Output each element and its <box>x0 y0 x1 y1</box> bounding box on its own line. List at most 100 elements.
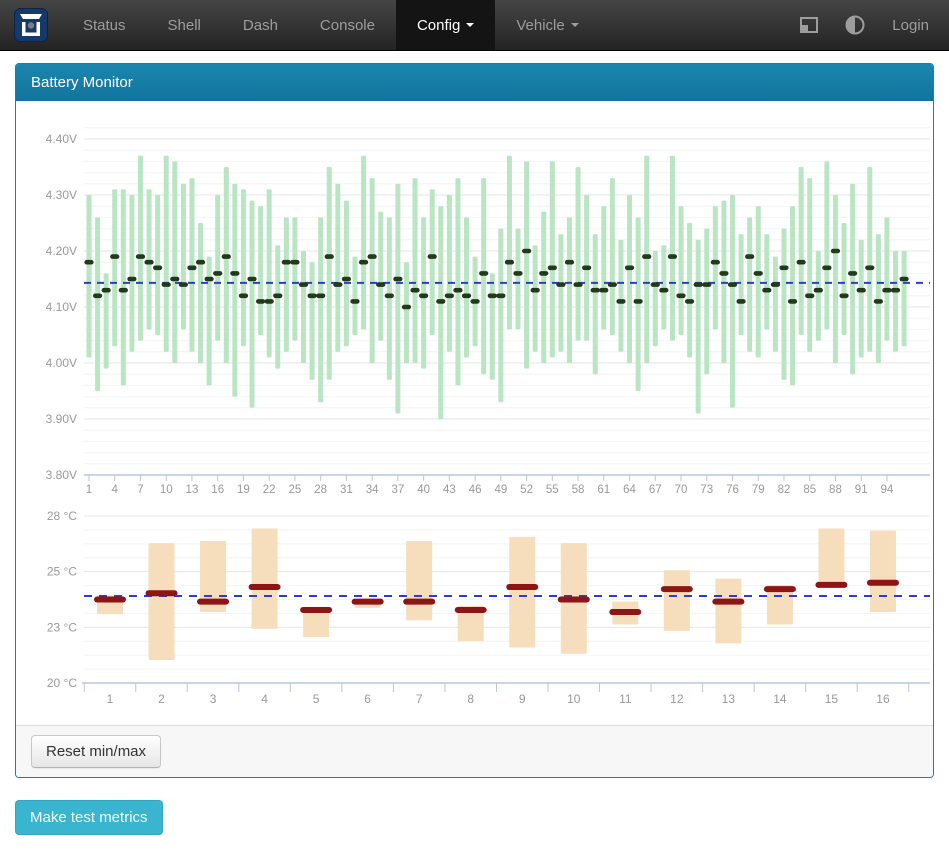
cell-voltage-range-bar <box>859 240 864 358</box>
cell-voltage-marker <box>213 271 222 276</box>
cell-voltage-marker <box>419 294 428 299</box>
window-resize-icon[interactable] <box>798 14 820 36</box>
temp-xtick-label: 16 <box>876 692 890 706</box>
cell-voltage-marker <box>410 288 419 293</box>
cell-voltage-marker <box>556 282 565 287</box>
temp-xtick-label: 4 <box>261 692 268 706</box>
cell-voltage-range-bar <box>455 178 460 385</box>
cell-voltage-marker <box>385 294 394 299</box>
temp-range-bar <box>252 529 278 629</box>
nav-item-status[interactable]: Status <box>62 0 147 50</box>
cell-voltage-marker <box>599 288 608 293</box>
cell-voltage-marker <box>445 294 454 299</box>
nav-item-label: Vehicle <box>516 17 564 34</box>
nav-item-vehicle[interactable]: Vehicle <box>495 0 599 50</box>
cell-voltage-range-bar <box>138 156 143 341</box>
temp-xtick-label: 1 <box>107 692 114 706</box>
cell-voltage-marker <box>711 260 720 265</box>
cell-voltage-range-bar <box>567 217 572 363</box>
cell-voltage-marker <box>376 282 385 287</box>
cell-voltage-range-bar <box>876 234 881 363</box>
temp-xtick-label: 7 <box>416 692 423 706</box>
nav-item-config[interactable]: Config <box>396 0 495 50</box>
cell-voltage-range-bar <box>807 178 812 352</box>
cell-voltage-range-bar <box>756 206 761 357</box>
cell-voltage-marker <box>788 299 797 304</box>
cell-voltage-range-bar <box>232 184 237 397</box>
nav-item-login[interactable]: Login <box>878 17 949 34</box>
cell-voltage-range-bar <box>618 240 623 352</box>
cell-voltage-range-bar <box>224 167 229 363</box>
cell-voltage-range-bar <box>541 212 546 363</box>
cell-voltage-marker <box>728 282 737 287</box>
cell-voltage-marker <box>779 266 788 271</box>
temp-ytick-label: 23 °C <box>47 620 77 634</box>
cell-voltage-range-bar <box>335 184 340 352</box>
cell-voltage-marker <box>222 254 231 259</box>
nav-item-console[interactable]: Console <box>299 0 396 50</box>
cell-voltage-marker <box>874 299 883 304</box>
cell-voltage-marker <box>771 282 780 287</box>
temp-xtick-label: 13 <box>722 692 736 706</box>
temperature-chart: 28 °C25 °C23 °C20 °C12345678910111213141… <box>16 503 933 725</box>
voltage-chart: 4.40V4.30V4.20V4.10V4.00V3.90V3.80V14710… <box>16 111 933 503</box>
battery-monitor-panel: Battery Monitor 4.40V4.30V4.20V4.10V4.00… <box>15 63 934 778</box>
cell-voltage-range-bar <box>284 217 289 351</box>
cell-voltage-marker <box>634 299 643 304</box>
cell-voltage-marker <box>179 282 188 287</box>
cell-voltage-range-bar <box>258 206 263 335</box>
temp-current-marker <box>197 599 229 605</box>
cell-voltage-marker <box>453 288 462 293</box>
cell-voltage-range-bar <box>378 212 383 341</box>
voltage-xtick-label: 88 <box>829 484 842 496</box>
cell-voltage-marker <box>496 294 505 299</box>
voltage-xtick-label: 67 <box>649 484 662 496</box>
cell-voltage-marker <box>694 282 703 287</box>
cell-voltage-range-bar <box>713 206 718 329</box>
reset-minmax-button[interactable]: Reset min/max <box>31 735 161 768</box>
temp-xtick-label: 9 <box>519 692 526 706</box>
cell-voltage-marker <box>153 266 162 271</box>
temp-ytick-label: 28 °C <box>47 509 77 523</box>
panel-title: Battery Monitor <box>16 64 933 101</box>
temp-current-marker <box>867 580 899 586</box>
voltage-ytick-label: 3.90V <box>46 412 77 426</box>
nav-item-dash[interactable]: Dash <box>222 0 299 50</box>
cell-voltage-marker <box>882 288 891 293</box>
cell-voltage-marker <box>256 299 265 304</box>
nav-item-label: Console <box>320 17 375 34</box>
cell-voltage-range-bar <box>636 217 641 391</box>
make-test-metrics-button[interactable]: Make test metrics <box>15 800 163 835</box>
cell-voltage-marker <box>522 249 531 254</box>
cell-voltage-marker <box>582 266 591 271</box>
temp-current-marker <box>506 584 538 590</box>
cell-voltage-marker <box>900 277 909 282</box>
cell-voltage-range-bar <box>842 223 847 335</box>
nav-item-shell[interactable]: Shell <box>147 0 222 50</box>
cell-voltage-range-bar <box>112 189 117 346</box>
cell-voltage-range-bar <box>558 234 563 352</box>
cell-voltage-range-bar <box>481 178 486 374</box>
app-logo-icon[interactable] <box>14 8 48 42</box>
cell-voltage-marker <box>119 288 128 293</box>
temp-current-marker <box>558 597 590 603</box>
cell-voltage-range-bar <box>344 201 349 347</box>
cell-voltage-marker <box>187 266 196 271</box>
cell-voltage-marker <box>479 271 488 276</box>
cell-voltage-marker <box>230 271 239 276</box>
cell-voltage-marker <box>839 294 848 299</box>
cell-voltage-range-bar <box>430 189 435 335</box>
cell-voltage-marker <box>736 299 745 304</box>
cell-voltage-marker <box>488 294 497 299</box>
cell-voltage-range-bar <box>747 217 752 351</box>
cell-voltage-marker <box>273 294 282 299</box>
cell-voltage-marker <box>350 299 359 304</box>
voltage-xtick-label: 46 <box>469 484 482 496</box>
cell-voltage-range-bar <box>310 262 315 380</box>
cell-voltage-range-bar <box>387 217 392 379</box>
cell-voltage-range-bar <box>850 184 855 374</box>
contrast-icon[interactable] <box>844 14 866 36</box>
temp-current-marker <box>764 586 796 592</box>
cell-voltage-range-bar <box>790 206 795 385</box>
cell-voltage-range-bar <box>361 156 366 330</box>
